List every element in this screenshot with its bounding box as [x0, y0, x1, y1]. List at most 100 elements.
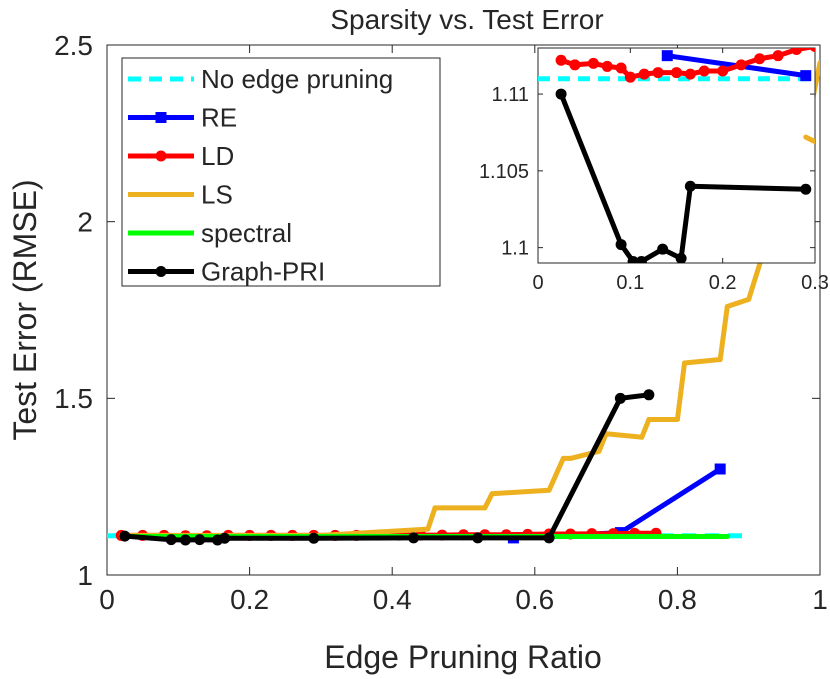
- data-point-ld: [772, 50, 784, 62]
- data-point-ld: [684, 68, 696, 80]
- data-point-graph-pri: [179, 534, 191, 546]
- legend-label: Graph-PRI: [201, 257, 325, 287]
- data-point-graph-pri: [643, 389, 655, 401]
- series-area: [538, 48, 815, 263]
- legend-label: spectral: [201, 218, 292, 248]
- data-point-graph-pri: [684, 180, 696, 192]
- data-point-graph-pri: [675, 252, 687, 263]
- y-tick-label: 2.5: [54, 30, 93, 61]
- data-point-ls: [432, 505, 438, 511]
- data-point-re: [800, 70, 812, 82]
- data-point-ld: [587, 57, 599, 69]
- series-graph-pri: [555, 88, 812, 263]
- x-tick-label: 0: [532, 272, 543, 294]
- data-point-graph-pri: [472, 532, 484, 544]
- data-point-ls: [682, 360, 688, 366]
- legend-marker: [158, 230, 164, 236]
- data-point-ls: [567, 455, 573, 461]
- data-point-ls: [639, 434, 645, 440]
- legend-item-re: RE: [128, 103, 237, 133]
- data-point-ls: [717, 356, 723, 362]
- legend-label: LD: [201, 141, 234, 171]
- data-point-ls: [425, 526, 431, 532]
- y-tick-label: 1.105: [479, 161, 529, 183]
- data-point-graph-pri: [627, 255, 639, 263]
- data-point-ld: [638, 68, 650, 80]
- legend-item-no-edge-pruning: No edge pruning: [128, 64, 393, 94]
- chart-title: Sparsity vs. Test Error: [330, 4, 603, 35]
- data-point-graph-pri: [615, 239, 627, 251]
- data-point-ls: [803, 134, 809, 140]
- data-point-ls: [674, 417, 680, 423]
- x-tick-label: 0.4: [373, 584, 412, 615]
- data-point-graph-pri: [219, 532, 231, 544]
- legend-item-spectral: spectral: [128, 218, 292, 248]
- x-tick-label: 0.3: [801, 272, 829, 294]
- data-point-ld: [671, 67, 682, 79]
- legend: No edge pruning RE LD LS spectral Graph-PRI: [121, 57, 441, 287]
- legend-label: No edge pruning: [201, 64, 393, 94]
- series-line-ls: [121, 62, 820, 538]
- data-point-ld: [698, 65, 710, 77]
- series-graph-pri: [119, 389, 655, 546]
- data-point-graph-pri: [408, 532, 420, 544]
- data-point-graph-pri: [614, 392, 626, 404]
- inset-plot: 0 0.1 0.2 0.3 1.1 1.105 1.11: [479, 47, 829, 294]
- x-tick-label: 0.2: [230, 584, 269, 615]
- data-point-graph-pri: [165, 534, 177, 546]
- data-point-ld: [624, 71, 636, 83]
- data-point-ld: [809, 48, 815, 52]
- data-point-spectral: [724, 534, 730, 539]
- legend-marker: [158, 192, 164, 197]
- data-point-ls: [482, 505, 488, 511]
- y-tick-label: 2: [77, 206, 93, 237]
- series-area: [107, 60, 820, 546]
- data-point-ld: [615, 62, 627, 74]
- data-point-graph-pri: [657, 243, 669, 255]
- data-point-ls: [817, 60, 820, 66]
- x-tick-label: 0.1: [616, 272, 644, 294]
- data-point-ld: [555, 54, 567, 66]
- inset-series: [538, 48, 815, 263]
- data-point-re: [661, 50, 673, 62]
- data-point-ld: [601, 60, 613, 72]
- data-point-ls: [746, 296, 752, 302]
- legend-marker: [155, 112, 167, 123]
- data-point-ls: [560, 455, 566, 461]
- data-point-ld: [735, 59, 747, 71]
- y-tick-label: 1: [77, 560, 93, 591]
- inset-ticks: 0 0.1 0.2 0.3 1.1 1.105 1.11: [479, 48, 829, 294]
- data-point-ls: [489, 491, 495, 497]
- legend-box: [121, 57, 441, 287]
- main-series: [107, 60, 820, 546]
- legend-label: RE: [201, 103, 237, 133]
- series-ls: [803, 134, 815, 145]
- x-tick-label: 0.6: [515, 584, 554, 615]
- data-point-graph-pri: [119, 530, 131, 542]
- x-tick-label: 0.8: [658, 584, 697, 615]
- data-point-ls: [596, 448, 602, 454]
- data-point-graph-pri: [543, 532, 555, 544]
- data-point-graph-pri: [800, 183, 812, 195]
- legend-item-ls: LS: [128, 180, 233, 210]
- data-point-ld: [652, 67, 664, 79]
- y-tick-label: 1.1: [501, 238, 529, 260]
- y-tick-label: 1.11: [492, 84, 529, 106]
- main-ticks: 0 0.2 0.4 0.6 0.8 1 1 1.5 2 2.5: [54, 30, 828, 615]
- legend-item-graph-pri: Graph-PRI: [128, 257, 325, 287]
- data-point-ld: [791, 48, 803, 56]
- data-point-ls: [646, 417, 652, 423]
- y-axis-label: Test Error (RMSE): [7, 179, 43, 440]
- data-point-ls: [724, 303, 730, 309]
- data-point-graph-pri: [555, 88, 567, 100]
- x-tick-label: 0: [99, 584, 115, 615]
- data-point-graph-pri: [308, 532, 320, 544]
- x-axis-label: Edge Pruning Ratio: [324, 639, 602, 675]
- data-point-re: [714, 463, 726, 475]
- data-point-ls: [546, 487, 552, 493]
- series-ld: [555, 48, 815, 83]
- data-point-ld: [754, 53, 766, 65]
- legend-item-ld: LD: [128, 141, 234, 171]
- legend-label: LS: [201, 180, 233, 210]
- data-point-graph-pri: [194, 534, 206, 546]
